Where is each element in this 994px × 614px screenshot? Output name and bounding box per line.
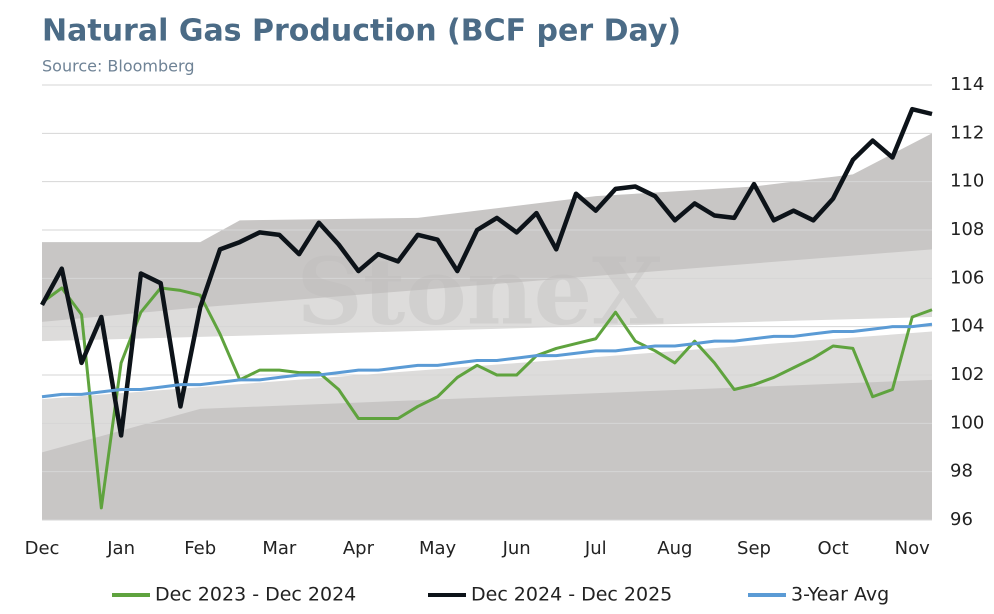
legend-label: 3-Year Avg (791, 584, 889, 606)
series-line (40, 106, 933, 438)
x-tick-label: Feb (184, 538, 216, 559)
x-tick-label: Dec (25, 538, 60, 559)
x-tick-label: May (419, 538, 457, 559)
x-tick-label: Apr (343, 538, 375, 559)
series-line (41, 286, 933, 510)
series-line (41, 322, 933, 399)
x-tick-label: Jul (584, 538, 607, 559)
y-tick-label: 100 (950, 412, 984, 433)
x-tick-label: Mar (262, 538, 297, 559)
x-tick-label: Jun (502, 538, 531, 559)
y-tick-label: 114 (950, 74, 984, 95)
x-tick-label: Oct (818, 538, 849, 559)
legend-label: Dec 2024 - Dec 2025 (471, 584, 672, 606)
y-tick-label: 110 (950, 171, 984, 192)
y-tick-label: 96 (950, 509, 973, 530)
y-tick-label: 108 (950, 219, 984, 240)
chart-subtitle: Source: Bloomberg (42, 57, 194, 76)
watermark: StoneX (296, 238, 664, 346)
y-tick-label: 112 (950, 122, 984, 143)
x-tick-label: Jan (106, 538, 135, 559)
legend-label: Dec 2023 - Dec 2024 (155, 584, 356, 606)
y-tick-label: 98 (950, 461, 973, 482)
chart-title: Natural Gas Production (BCF per Day) (42, 14, 681, 49)
x-tick-label: Sep (737, 538, 771, 559)
y-tick-label: 102 (950, 364, 984, 385)
x-tick-label: Nov (895, 538, 930, 559)
x-tick-label: Aug (657, 538, 692, 559)
y-tick-label: 104 (950, 316, 984, 337)
y-tick-label: 106 (950, 267, 984, 288)
